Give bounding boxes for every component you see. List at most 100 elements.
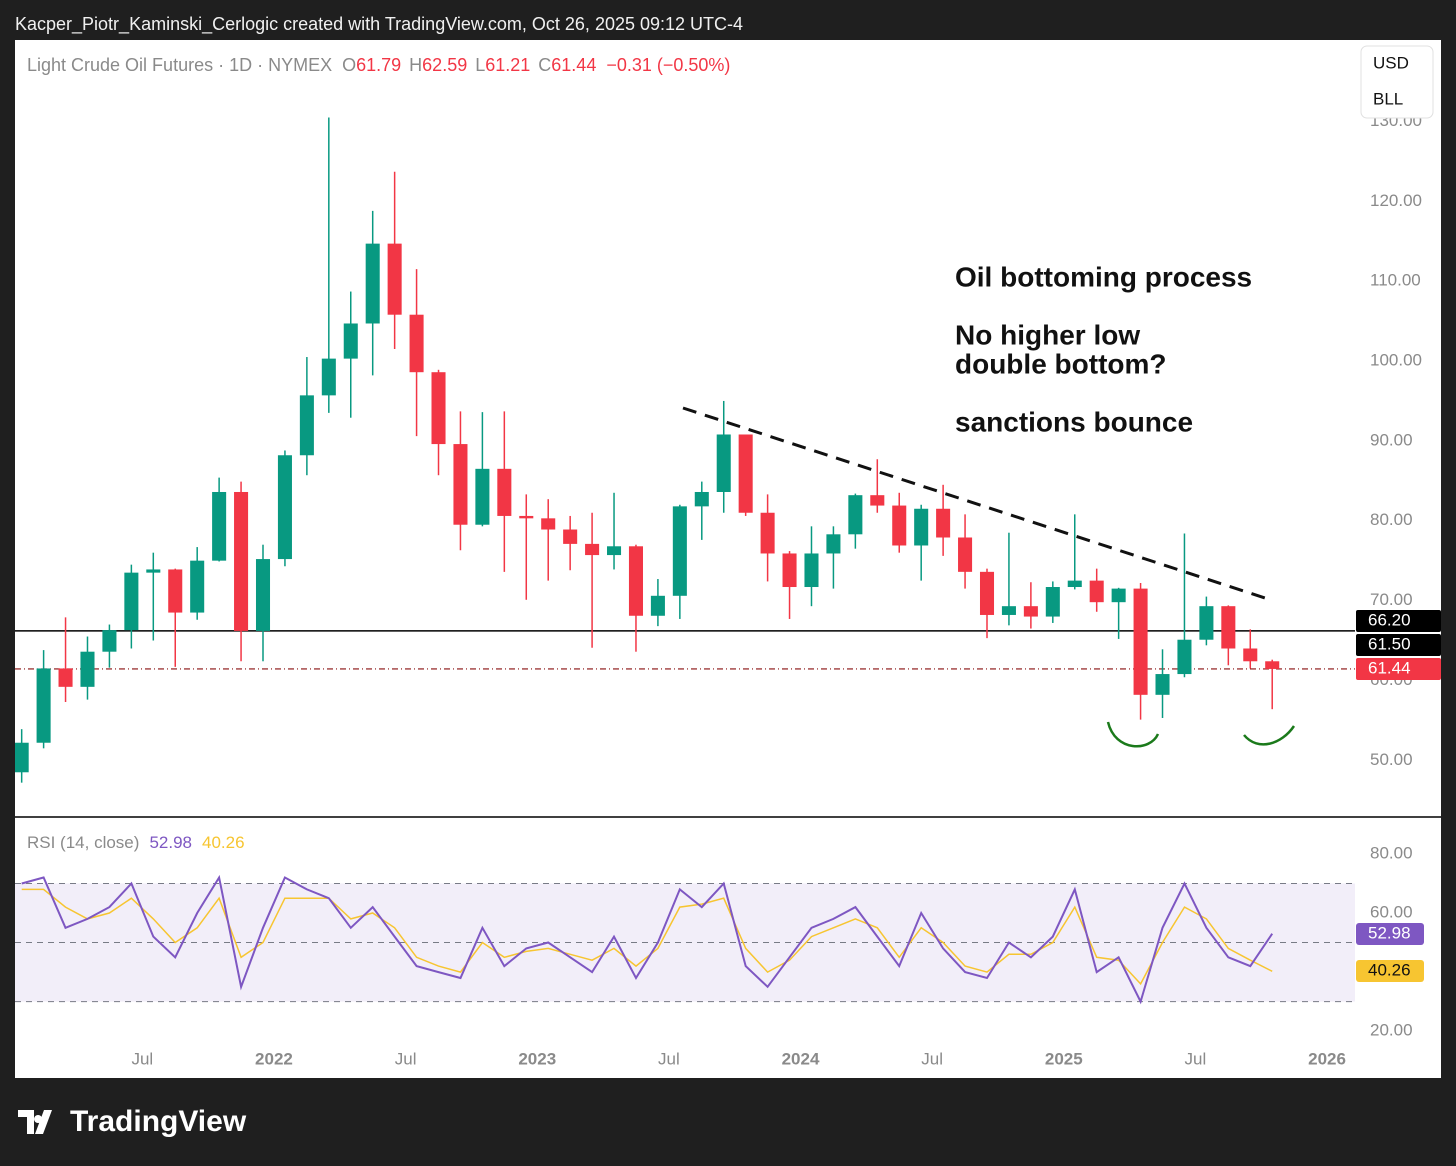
- last-value-box: [1356, 923, 1424, 945]
- candle-body: [519, 515, 534, 519]
- candle-body: [782, 553, 797, 588]
- currency: USD: [1373, 53, 1409, 72]
- legend-key: L: [475, 55, 485, 75]
- price-label: 66.20: [1368, 610, 1411, 629]
- y-tick-label: 70.00: [1370, 590, 1413, 609]
- candle-body: [1177, 639, 1192, 675]
- candle-body: [277, 455, 292, 560]
- candle-body: [453, 444, 468, 525]
- bottom-curve: [1243, 725, 1296, 746]
- candle-body: [431, 372, 446, 445]
- currency-box-bg: [1360, 45, 1434, 119]
- candle-body: [760, 512, 775, 554]
- candle-body: [409, 314, 424, 373]
- price-label-box: [1356, 609, 1441, 632]
- brand-logo: [18, 1110, 52, 1134]
- x-tick-label: Jul: [395, 1049, 417, 1068]
- candle-body: [1199, 606, 1214, 640]
- x-tick-label: 2025: [1045, 1049, 1083, 1068]
- x-tick-label: Jul: [131, 1049, 153, 1068]
- legend-value: 61.79: [356, 55, 401, 75]
- candle-body: [694, 491, 709, 507]
- candle-body: [36, 668, 51, 743]
- candle-body: [80, 651, 95, 687]
- last-value-box: [1356, 960, 1424, 982]
- y-tick-label: 60.00: [1370, 902, 1413, 921]
- candle-body: [387, 243, 402, 315]
- candle-body: [168, 569, 183, 613]
- candle-body: [299, 395, 314, 456]
- candle-body: [870, 495, 885, 506]
- legend-key: H: [409, 55, 422, 75]
- annotation: No higher low: [955, 319, 1140, 350]
- candle-body: [914, 508, 929, 546]
- annotation: double bottom?: [955, 348, 1167, 379]
- candle-body: [716, 434, 731, 492]
- candle-body: [365, 243, 380, 324]
- y-tick-label: 90.00: [1370, 430, 1413, 449]
- price-label-box: [1356, 657, 1441, 680]
- candle-body: [1045, 587, 1060, 617]
- candle-body: [1265, 661, 1280, 669]
- candle-body: [585, 543, 600, 556]
- candle-body: [628, 546, 643, 616]
- candle-body: [1001, 606, 1016, 615]
- currency-box: USD BLL: [1360, 45, 1434, 119]
- candle-body: [1221, 606, 1236, 649]
- y-tick-label: 80.00: [1370, 843, 1413, 862]
- legend-title: Light Crude Oil Futures · 1D · NYMEX: [27, 55, 332, 75]
- candle-body: [1089, 580, 1104, 603]
- y-tick-label: 110.00: [1370, 271, 1421, 290]
- trendline: [682, 406, 1266, 600]
- candle-body: [146, 569, 161, 573]
- annotation: sanctions bounce: [955, 406, 1193, 437]
- rsi-line: [21, 874, 1274, 1005]
- candle-body: [804, 553, 819, 588]
- x-tick-label: 2023: [518, 1049, 556, 1068]
- candle-body: [190, 560, 205, 613]
- y-tick-label: 100.00: [1370, 351, 1422, 370]
- candle-body: [672, 506, 687, 596]
- candle-body: [1243, 648, 1258, 662]
- candle-body: [497, 468, 512, 516]
- x-tick-label: Jul: [921, 1049, 943, 1068]
- price-label: 61.50: [1368, 634, 1411, 653]
- candle-body: [1155, 674, 1170, 695]
- axes: Light Crude Oil Futures · 1D · NYMEX O61.…: [27, 55, 1441, 1068]
- y-tick-label: 50.00: [1370, 750, 1413, 769]
- candle-body: [212, 491, 227, 561]
- candle-body: [958, 537, 973, 572]
- candle-body: [826, 534, 841, 554]
- chart-panel: [15, 40, 1441, 1078]
- legend-value: 61.44: [551, 55, 596, 75]
- candle-body: [1023, 606, 1038, 617]
- last-value-label: 52.98: [1368, 923, 1411, 942]
- x-tick-label: 2026: [1308, 1049, 1346, 1068]
- candle-body: [475, 468, 490, 525]
- legend-key: O: [342, 55, 356, 75]
- candle-body: [321, 358, 336, 396]
- legend-value: 40.26: [202, 833, 245, 852]
- x-tick-label: 2022: [255, 1049, 293, 1068]
- candle-body: [1133, 588, 1148, 695]
- candle-body: [541, 518, 556, 530]
- candle-body: [848, 495, 863, 535]
- unit: BLL: [1373, 89, 1403, 108]
- y-tick-label: 80.00: [1370, 510, 1413, 529]
- brand: TradingView: [18, 1105, 247, 1138]
- rsi-pane: [15, 874, 1355, 1005]
- x-tick-label: Jul: [658, 1049, 680, 1068]
- candle-body: [102, 630, 117, 652]
- y-tick-label: 20.00: [1370, 1021, 1413, 1040]
- candle-body: [936, 508, 951, 538]
- candle-body: [563, 529, 578, 544]
- legend: Light Crude Oil Futures · 1D · NYMEX O61.…: [27, 55, 730, 75]
- candle-body: [343, 323, 358, 359]
- legend-value: 61.21: [485, 55, 530, 75]
- price-label-box: [1356, 633, 1441, 656]
- candle-body: [124, 572, 139, 631]
- last-value-label: 40.26: [1368, 960, 1411, 979]
- candle-body: [650, 595, 665, 616]
- legend-title: RSI (14, close): [27, 833, 139, 852]
- candle-body: [255, 559, 271, 631]
